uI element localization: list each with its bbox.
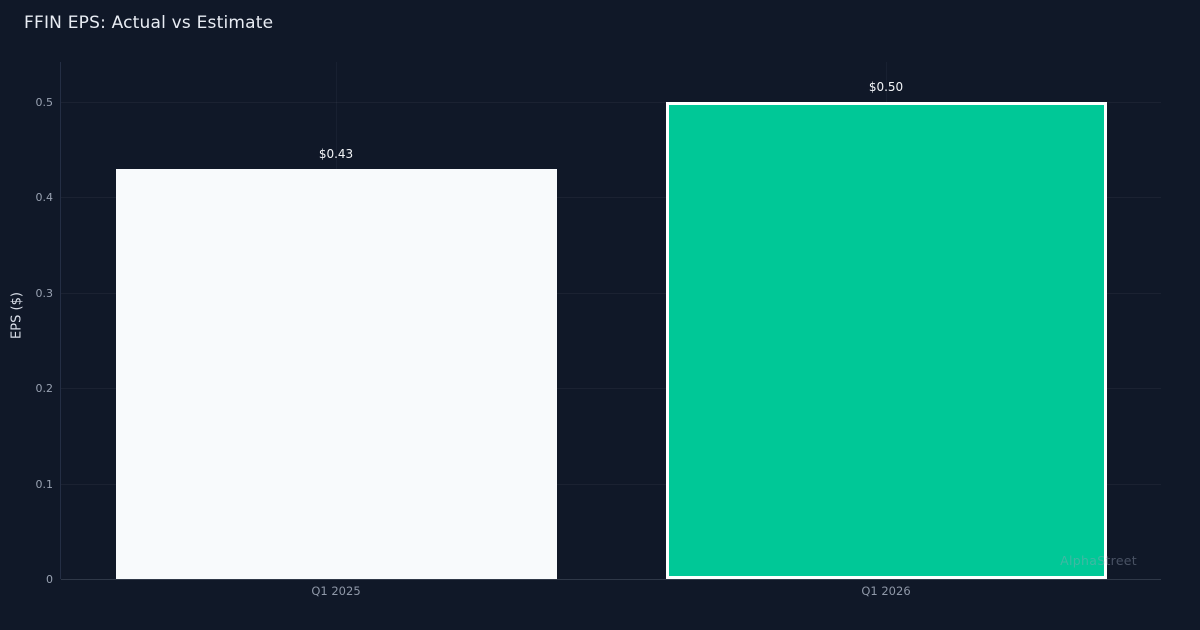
plot-area: 0 0.1 0.2 0.3 0.4 0.5 $0.43 Q1 2025 $0.50 Q1 2026 xyxy=(36,62,1161,598)
gridline-h xyxy=(61,579,1161,580)
bar-value-label: $0.50 xyxy=(868,80,904,94)
y-tick-label: 0.2 xyxy=(35,382,54,396)
watermark: AlphaStreet xyxy=(1060,553,1137,568)
x-tick-label: Q1 2026 xyxy=(861,584,911,598)
gridline-h xyxy=(61,292,1161,294)
bar-q1-2026 xyxy=(665,102,1107,579)
y-tick-label: 0.1 xyxy=(35,477,54,491)
gridline-h xyxy=(61,388,1161,390)
gridline-h xyxy=(61,102,1161,103)
gridline-h xyxy=(61,197,1161,199)
bar-q1-2025 xyxy=(115,169,557,579)
y-tick-label: 0 xyxy=(46,573,53,586)
gridline-h xyxy=(61,483,1161,485)
bar-value-label: $0.43 xyxy=(318,147,354,161)
x-tick-label: Q1 2025 xyxy=(311,584,361,598)
y-axis-label: EPS ($) xyxy=(9,292,25,339)
chart-title: FFIN EPS: Actual vs Estimate xyxy=(24,13,274,33)
y-tick-label: 0.3 xyxy=(35,286,54,300)
y-tick-label: 0.5 xyxy=(35,96,54,109)
y-tick-label: 0.4 xyxy=(35,191,54,205)
